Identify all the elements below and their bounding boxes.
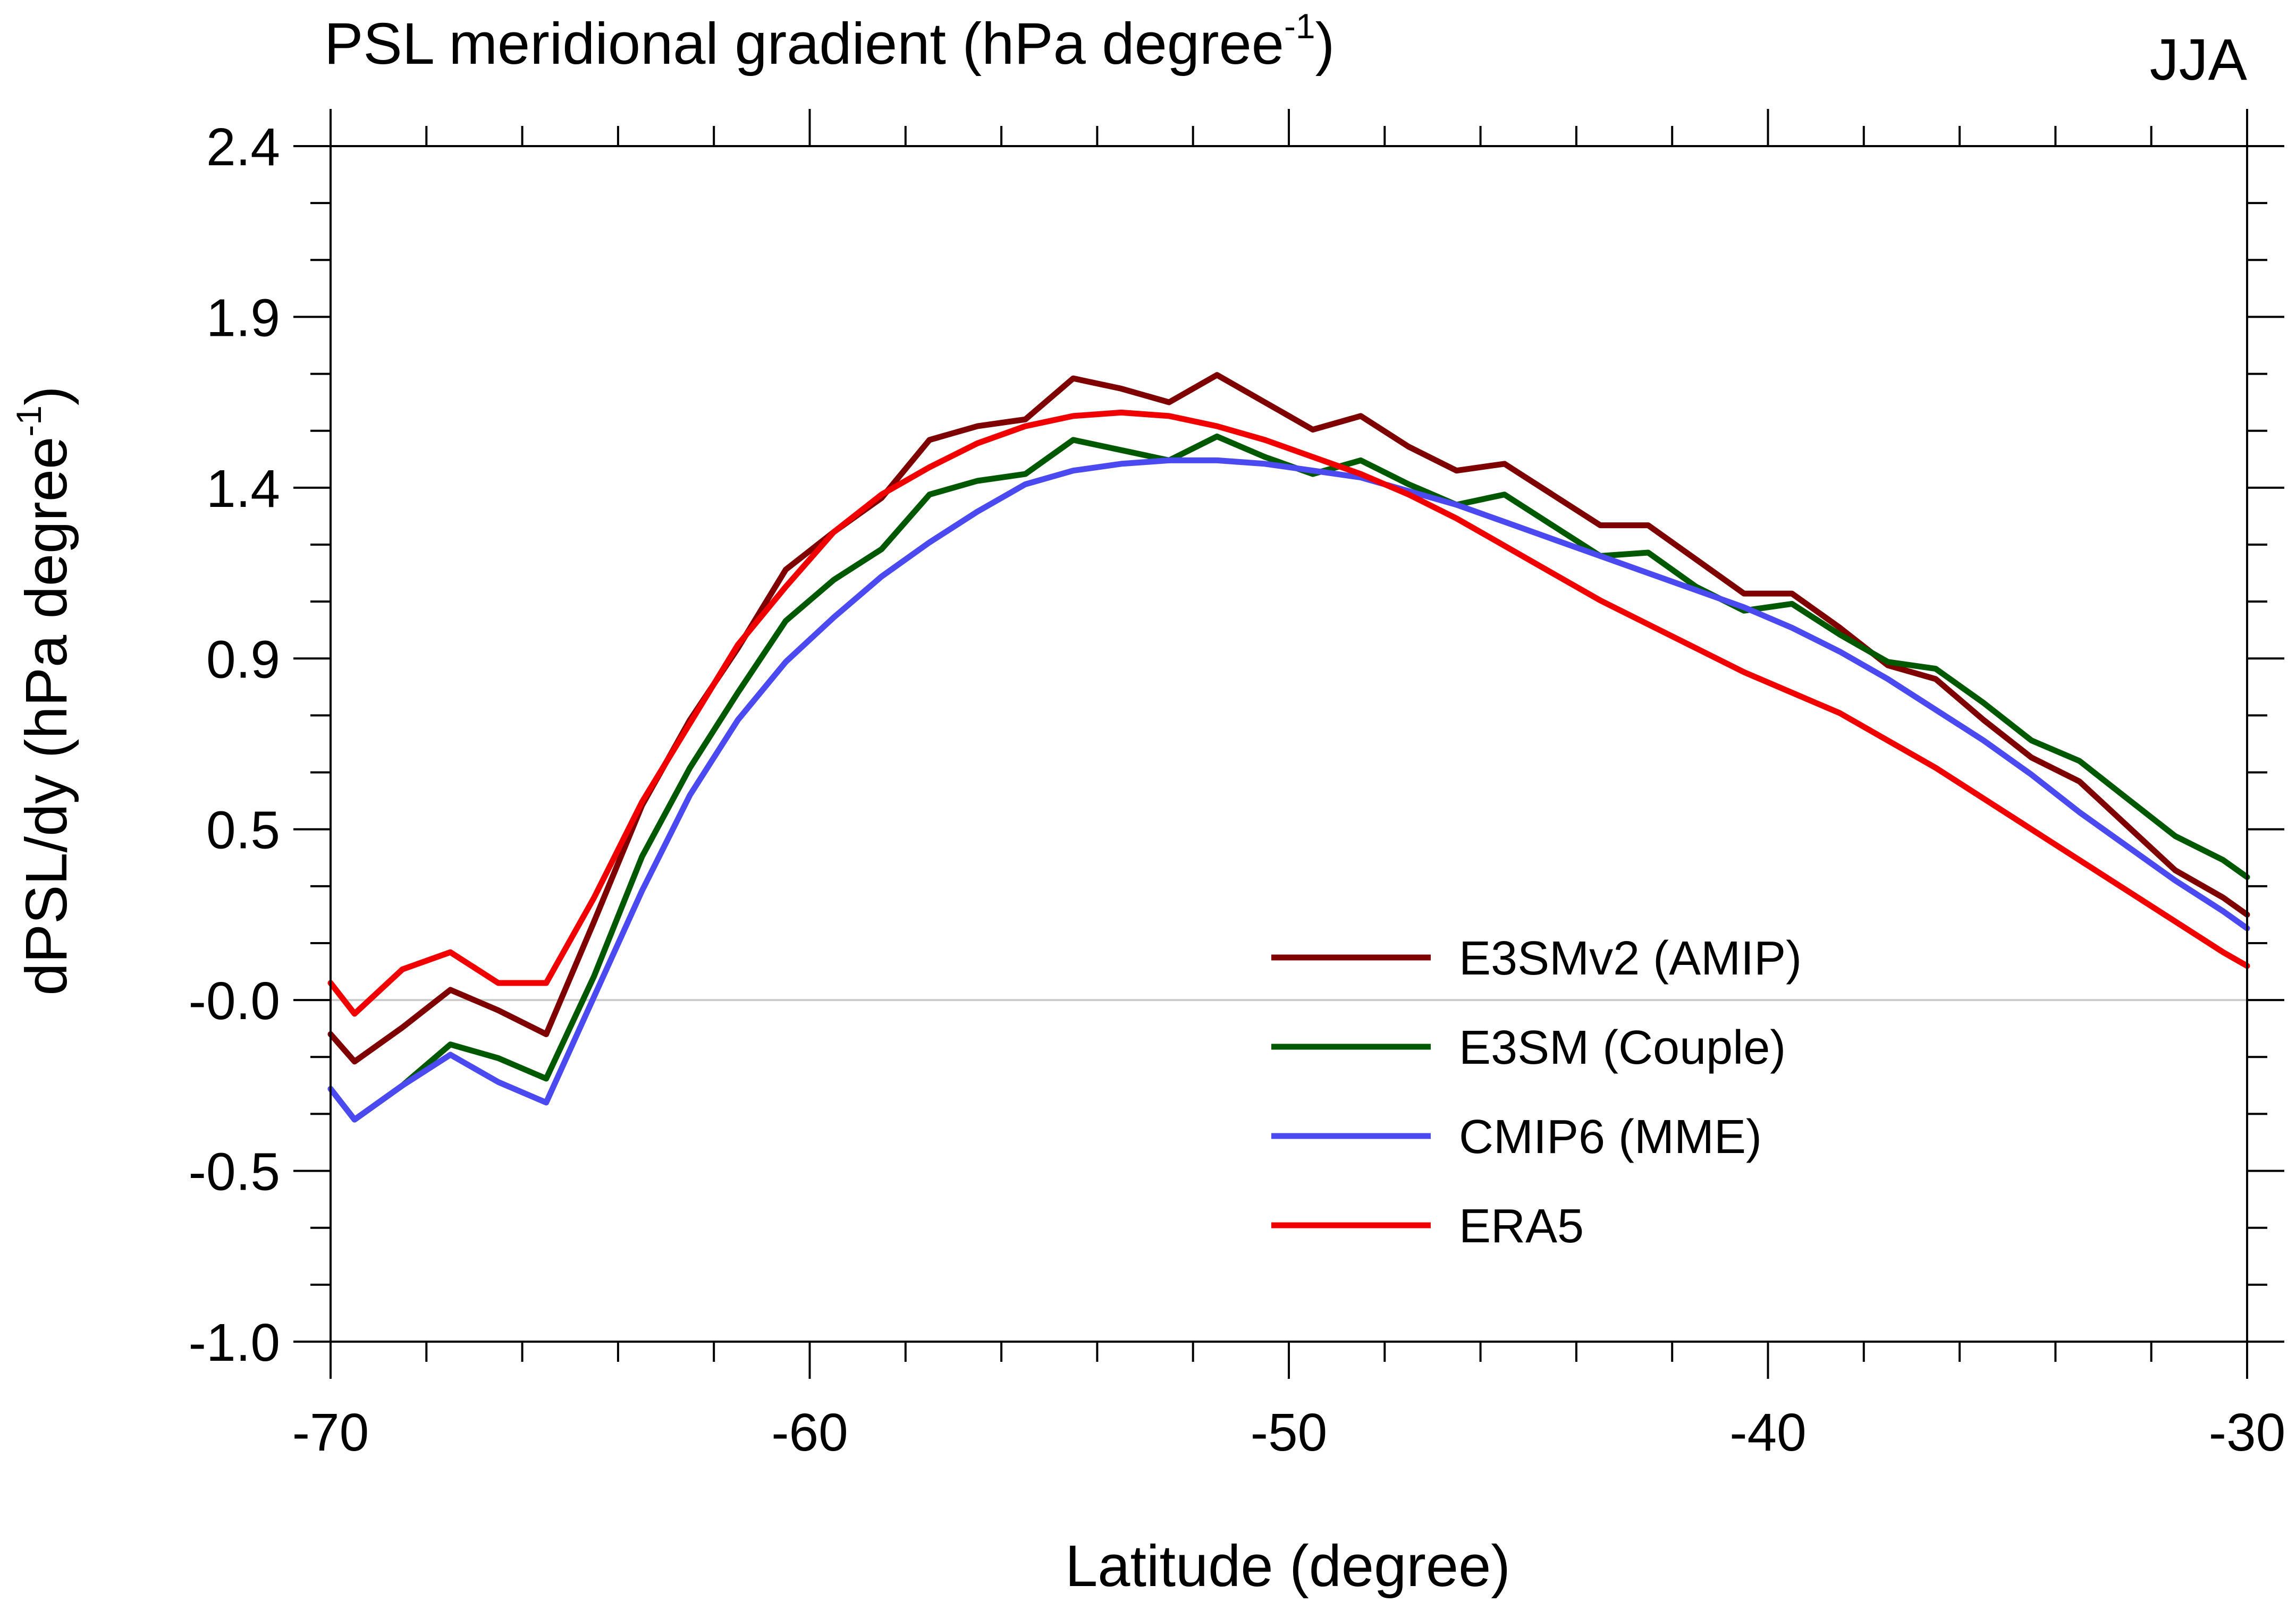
x-tick-label: -70 [292, 1403, 369, 1462]
x-tick-label: -30 [2209, 1403, 2286, 1462]
legend-label-3: ERA5 [1459, 1200, 1584, 1253]
y-tick-label: 1.4 [206, 459, 280, 519]
legend: E3SMv2 (AMIP) E3SM (Couple) CMIP6 (MME) ERA… [1271, 932, 1802, 1253]
x-tick-label: -40 [1729, 1403, 1807, 1462]
x-tick-label: -50 [1251, 1403, 1328, 1462]
x-tick-label: -60 [771, 1403, 848, 1462]
series-line-3 [327, 409, 2250, 1017]
y-tick-label: 0.9 [206, 630, 280, 689]
y-axis-title: dPSL/dy (hPa degree-1) [9, 386, 79, 995]
tick-labels-layer: -70 -60 -50 -40 -30 -1.0 -0.5 -0.0 0.5 0.9 1.4 1.9 2… [189, 117, 2286, 1462]
season-label: JJA [2150, 27, 2248, 92]
y-tick-label: -0.5 [189, 1142, 280, 1202]
series-line-0 [327, 372, 2250, 1065]
y-tick-label: 1.9 [206, 288, 280, 347]
y-tick-label: 0.5 [206, 801, 280, 860]
y-tick-label: -0.0 [189, 971, 280, 1031]
chart-title-superscript: -1 [1284, 6, 1315, 46]
plot-frame [330, 145, 2248, 1343]
chart-title-close: ) [1315, 11, 1335, 77]
legend-label-1: E3SM (Couple) [1459, 1021, 1786, 1074]
series-line-2 [327, 457, 2250, 1123]
y-axis-title-main: dPSL/dy (hPa degree [14, 437, 79, 996]
series-layer [327, 372, 2250, 1123]
chart-title-main: PSL meridional gradient (hPa degree [324, 11, 1284, 77]
x-axis-title: Latitude (degree) [1065, 1533, 1510, 1599]
y-axis-title-superscript: -1 [9, 405, 48, 437]
legend-label-2: CMIP6 (MME) [1459, 1111, 1762, 1164]
y-tick-label: 2.4 [206, 117, 280, 177]
y-tick-label: -1.0 [189, 1313, 280, 1372]
chart-title: PSL meridional gradient (hPa degree-1) [324, 6, 1335, 77]
ticks-layer [293, 109, 2284, 1379]
y-axis-title-close: ) [14, 386, 79, 405]
legend-label-0: E3SMv2 (AMIP) [1459, 932, 1802, 985]
